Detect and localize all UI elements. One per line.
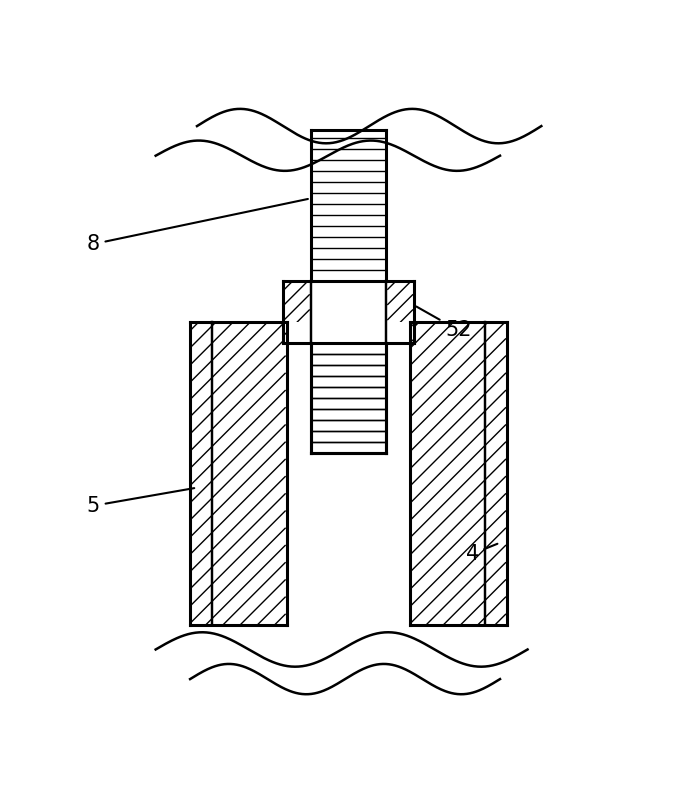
Bar [311,130,386,454]
Text: 52: 52 [416,306,471,340]
Text: 8: 8 [87,199,308,254]
Bar [283,281,414,343]
Bar [411,322,507,625]
Bar [286,322,411,454]
Text: 4: 4 [466,544,498,564]
Bar [286,322,411,625]
Bar [190,322,286,625]
Text: 5: 5 [87,488,194,516]
